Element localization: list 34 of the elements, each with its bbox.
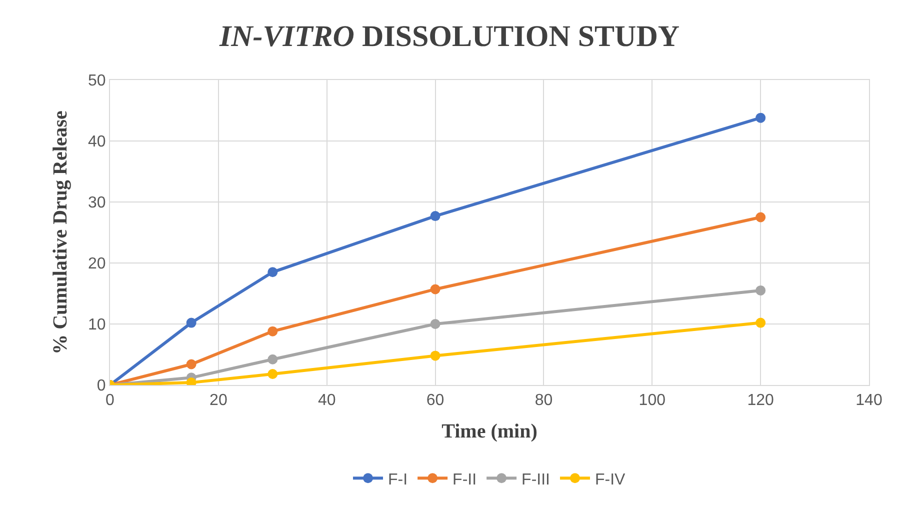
- y-tick-label: 0: [96, 378, 106, 395]
- y-tick-label: 40: [88, 134, 106, 151]
- x-axis-title: Time (min): [442, 420, 538, 443]
- y-axis-title: % Cumulative Drug Release: [50, 110, 72, 354]
- point: [430, 350, 440, 361]
- point: [186, 318, 196, 328]
- point: [268, 267, 278, 278]
- y-tick-label: 30: [88, 194, 106, 212]
- point: [756, 318, 766, 328]
- x-tick-label: 140: [856, 392, 882, 410]
- point: [430, 319, 440, 329]
- x-tick-label: 20: [210, 392, 228, 410]
- point: [430, 284, 440, 294]
- y-tick-label: 20: [88, 256, 106, 273]
- point: [430, 211, 440, 222]
- x-tick-label: 40: [318, 392, 336, 410]
- point: [186, 359, 196, 370]
- x-tick-label: 120: [747, 392, 774, 410]
- legend-label: F-II: [452, 471, 477, 488]
- point: [268, 354, 278, 364]
- x-tick-label: 80: [534, 392, 553, 410]
- point: [268, 369, 278, 380]
- point: [756, 285, 766, 296]
- legend-label: F-IV: [594, 471, 626, 488]
- x-tick-label: 60: [426, 392, 444, 410]
- point: [756, 112, 766, 123]
- point: [756, 212, 766, 222]
- x-tick-label: 100: [638, 392, 666, 410]
- y-tick-label: 50: [88, 72, 106, 90]
- legend-label: F-III: [522, 471, 550, 488]
- chart-title: IN-VITRO DISSOLUTION STUDY: [218, 20, 680, 53]
- legend-label: F-I: [388, 471, 408, 488]
- point: [268, 326, 278, 336]
- y-tick-label: 10: [88, 316, 106, 334]
